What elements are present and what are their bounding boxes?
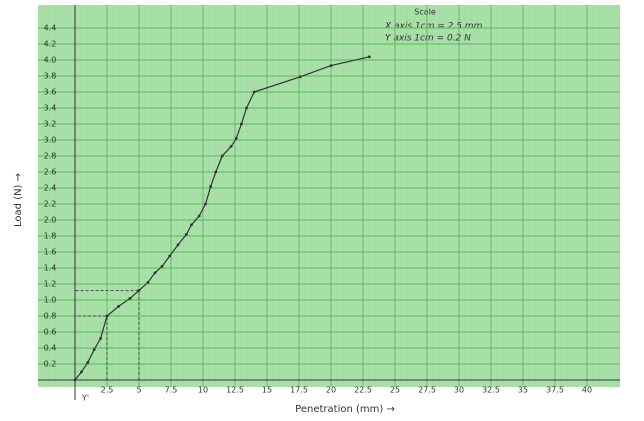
y-tick-label: 4.4 — [44, 24, 57, 33]
x-tick-label: 22.5 — [354, 386, 372, 395]
data-point — [93, 348, 96, 351]
data-point — [330, 64, 333, 67]
x-tick-label: 7.5 — [165, 386, 178, 395]
data-point — [235, 137, 238, 140]
x-tick-label: 15 — [262, 386, 272, 395]
x-tick-label: 20 — [326, 386, 336, 395]
y-tick-label: 2.2 — [44, 200, 57, 209]
y-tick-label: 3.6 — [44, 88, 57, 97]
x-tick-label: 35 — [518, 386, 528, 395]
scale-line: Y axis 1cm = 0.2 N — [385, 34, 471, 44]
data-point — [245, 107, 248, 110]
y-tick-label: 3.8 — [44, 72, 57, 81]
y-tick-label: 0.6 — [44, 328, 57, 337]
minor-grid — [38, 5, 620, 387]
data-point — [204, 203, 207, 206]
y-tick-label: 1.8 — [44, 232, 57, 241]
x-tick-label: 32.5 — [482, 386, 500, 395]
data-point — [129, 297, 132, 300]
data-point — [86, 361, 89, 364]
origin-label: Y' — [81, 394, 89, 403]
data-point — [221, 155, 224, 158]
y-tick-label: 0.4 — [44, 344, 57, 353]
data-point — [214, 171, 217, 174]
scale-line: X axis 1cm = 2.5 mm — [384, 22, 483, 32]
data-point — [99, 337, 102, 340]
data-point — [198, 215, 201, 218]
x-tick-label: 30 — [454, 386, 464, 395]
x-tick-label: 5 — [136, 386, 141, 395]
x-tick-label: 37.5 — [546, 386, 564, 395]
data-point — [190, 223, 193, 226]
y-tick-label: 1.0 — [44, 296, 57, 305]
data-point — [253, 91, 256, 94]
x-tick-label: 10 — [198, 386, 208, 395]
y-tick-label: 1.2 — [44, 280, 57, 289]
x-tick-label: 40 — [582, 386, 592, 395]
data-point — [230, 145, 233, 148]
x-tick-label: 2.5 — [101, 386, 114, 395]
data-point — [240, 123, 243, 126]
y-tick-label: 4.0 — [44, 56, 57, 65]
y-tick-label: 3.2 — [44, 120, 57, 129]
x-tick-label: 12.5 — [226, 386, 244, 395]
data-point — [80, 371, 83, 374]
x-tick-label: 25 — [390, 386, 400, 395]
data-point — [74, 379, 77, 382]
y-tick-label: 2.4 — [44, 184, 57, 193]
data-point — [185, 233, 188, 236]
data-point — [177, 243, 180, 246]
data-point — [209, 185, 212, 188]
data-point — [161, 265, 164, 268]
y-tick-label: 1.4 — [44, 264, 57, 273]
chart: Scale X axis 1cm = 2.5 mm Y axis 1cm = 0… — [0, 0, 644, 417]
x-tick-label: 17.5 — [290, 386, 308, 395]
y-tick-label: 3.0 — [44, 136, 57, 145]
scale-title: Scale — [414, 8, 436, 17]
y-tick-label: 0.8 — [44, 312, 57, 321]
x-axis-label: Penetration (mm) → — [295, 404, 395, 415]
data-point — [154, 271, 157, 274]
y-tick-label: 4.2 — [44, 40, 57, 49]
data-point — [106, 315, 109, 318]
y-tick-label: 2.0 — [44, 216, 57, 225]
page: Scale X axis 1cm = 2.5 mm Y axis 1cm = 0… — [0, 0, 644, 417]
data-point — [117, 305, 120, 308]
data-point — [147, 281, 150, 284]
y-tick-label: 2.8 — [44, 152, 57, 161]
y-tick-label: 0.2 — [44, 360, 57, 369]
data-point — [299, 75, 302, 78]
x-tick-label: 27.5 — [418, 386, 436, 395]
y-tick-label: 2.6 — [44, 168, 57, 177]
y-tick-label: 3.4 — [44, 104, 57, 113]
y-axis-label: Load (N) → — [13, 173, 24, 227]
y-tick-label: 1.6 — [44, 248, 57, 257]
data-point — [368, 55, 371, 58]
data-point — [168, 255, 171, 258]
